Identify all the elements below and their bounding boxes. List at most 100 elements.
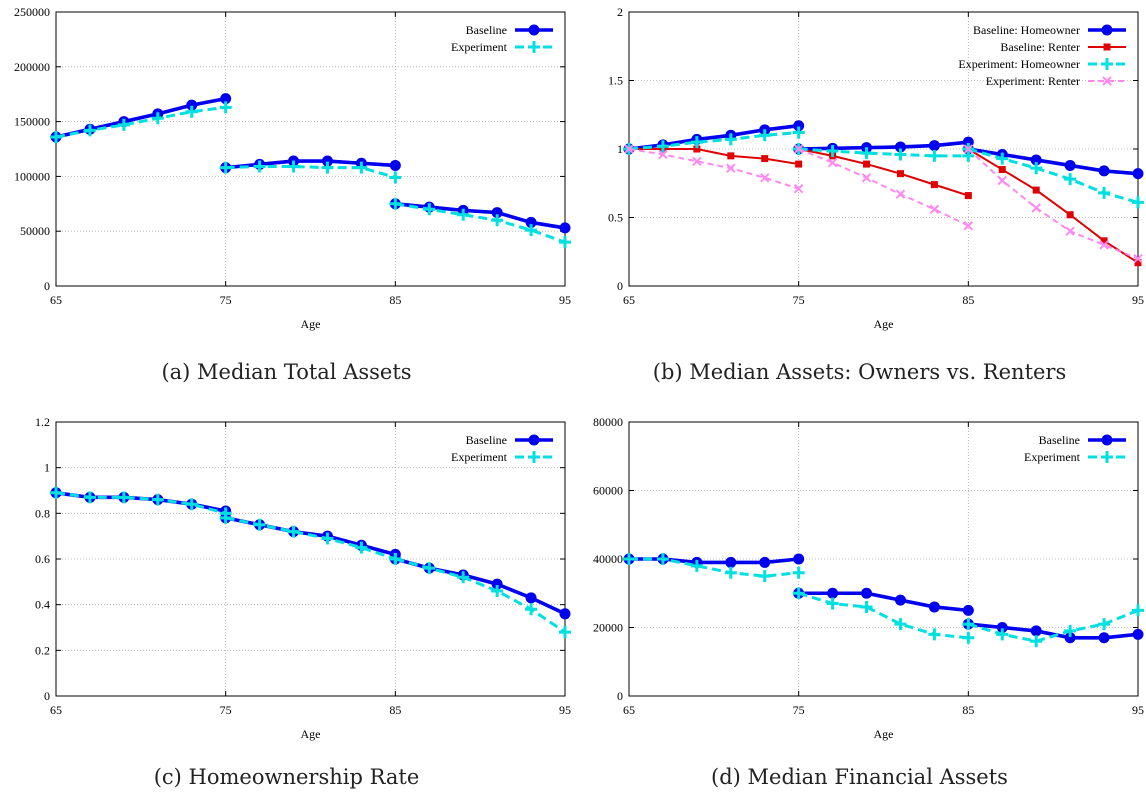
data-point [693, 145, 701, 153]
data-point [1065, 226, 1075, 236]
legend-label: Experiment: Renter [986, 74, 1080, 88]
data-point [389, 197, 402, 210]
data-point [83, 124, 96, 137]
data-point [423, 562, 436, 575]
data-point [1030, 625, 1042, 637]
data-point [795, 160, 803, 168]
data-point [525, 603, 538, 616]
x-tick-label: 75 [220, 293, 232, 307]
chart-panel-c: 65 75 85 95 0 0.2 0.4 0.6 0.8 1 1.2 Age Baseline Expe… [0, 410, 573, 807]
y-tick-label: 2 [617, 5, 623, 19]
data-point [759, 556, 771, 568]
x-tick-label: 65 [50, 703, 62, 717]
y-tick-label: 1.5 [608, 74, 623, 88]
x-tick-label: 95 [559, 703, 571, 717]
series-line [967, 608, 1139, 643]
x-axis-label: Age [301, 727, 321, 741]
data-point [724, 566, 737, 579]
data-point [894, 141, 906, 153]
legend-label: Experiment [1024, 450, 1081, 464]
data-point [1100, 237, 1108, 245]
data-point [860, 147, 873, 160]
data-point [623, 553, 635, 565]
data-point [117, 118, 130, 131]
data-point [50, 130, 62, 143]
data-point [1133, 253, 1143, 264]
legend: Baseline Experiment [1024, 433, 1126, 464]
legend-marker [528, 24, 540, 36]
data-point [389, 171, 402, 184]
data-point [457, 571, 470, 584]
legend-marker [528, 41, 540, 53]
data-point [962, 604, 974, 616]
y-tick-label: 1 [617, 142, 623, 156]
data-point [894, 618, 907, 631]
y-tick-label: 250000 [14, 5, 50, 19]
data-point [827, 157, 838, 168]
data-point [220, 93, 232, 105]
series-line [798, 591, 969, 640]
data-point [726, 163, 736, 173]
data-point [559, 236, 571, 249]
grid [629, 422, 1138, 696]
series-line [628, 148, 799, 190]
data-point [929, 204, 940, 214]
legend-label: Baseline [1039, 433, 1080, 447]
data-point [928, 628, 941, 641]
data-point [491, 207, 503, 219]
series-2 [623, 126, 1144, 209]
data-point [219, 101, 232, 114]
series-1 [50, 486, 571, 639]
grid [629, 12, 1138, 286]
x-axis-label: Age [874, 727, 894, 741]
legend-marker [528, 451, 540, 463]
data-point [559, 608, 571, 620]
series-line [55, 490, 227, 513]
data-point [962, 618, 975, 631]
y-tick-label: 0 [617, 279, 623, 293]
data-point [861, 173, 872, 183]
x-axis-label: Age [301, 317, 321, 331]
data-point [658, 149, 668, 160]
data-point [1132, 168, 1144, 180]
data-point [457, 208, 470, 221]
data-point [355, 161, 368, 174]
data-point [656, 140, 669, 153]
legend-marker [1102, 76, 1112, 86]
x-axis-label: Age [874, 317, 894, 331]
data-point [894, 148, 907, 161]
series-line [394, 557, 566, 616]
data-point [1032, 186, 1040, 194]
series-1 [625, 145, 1142, 267]
legend-label: Baseline: Renter [1000, 40, 1080, 54]
data-point [962, 631, 975, 644]
data-point [1098, 165, 1110, 177]
data-point [1031, 203, 1041, 213]
series-line [968, 147, 1139, 176]
data-point [997, 175, 1007, 186]
series-line [628, 123, 799, 151]
data-point [690, 136, 703, 149]
series-line [629, 148, 799, 166]
data-point [727, 152, 735, 160]
series-line [394, 557, 566, 634]
data-point [996, 622, 1008, 633]
data-point [253, 518, 266, 531]
data-point [690, 559, 703, 572]
plot-frame [55, 11, 566, 287]
data-point [355, 541, 368, 554]
x-tick-label: 85 [962, 703, 974, 717]
data-point [1064, 173, 1077, 186]
data-point [793, 144, 804, 154]
y-tick-label: 80000 [593, 415, 623, 429]
chart-panel-a: 65 75 85 95 0 50000 100000 150000 200000 250000 Ag… [0, 0, 573, 400]
data-point [1066, 211, 1074, 219]
data-point [760, 173, 770, 183]
ticks: 65 75 85 95 0 20000 40000 60000 80000 [593, 415, 1144, 717]
data-point [151, 493, 164, 506]
data-point [219, 161, 232, 174]
data-point [896, 170, 904, 178]
data-point [525, 224, 538, 237]
series-line [968, 622, 1139, 640]
y-tick-label: 0 [617, 689, 623, 703]
